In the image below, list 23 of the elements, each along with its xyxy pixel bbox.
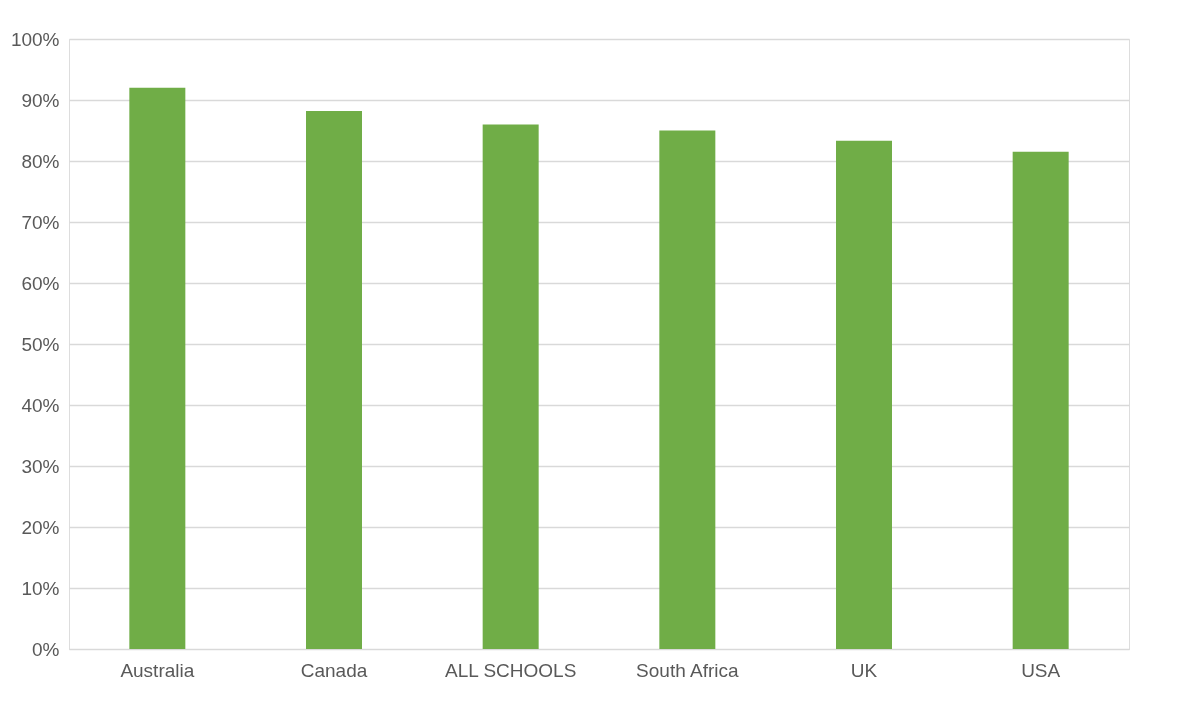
x-tick-label: USA — [1021, 659, 1061, 681]
y-tick-label: 80% — [21, 150, 60, 172]
y-tick-label: 10% — [21, 577, 60, 599]
bar — [1012, 151, 1069, 649]
y-tick-label: 30% — [21, 455, 60, 477]
y-tick-label: 50% — [21, 333, 60, 355]
x-tick-label: Canada — [300, 659, 368, 681]
y-tick-label: 60% — [21, 272, 60, 294]
bar — [482, 124, 539, 649]
bar — [659, 130, 716, 649]
x-tick-label: South Africa — [636, 659, 739, 681]
x-tick-label: ALL SCHOOLS — [445, 659, 577, 681]
y-tick-label: 90% — [21, 89, 60, 111]
bar — [836, 140, 892, 649]
y-tick-label: 20% — [21, 516, 60, 538]
x-tick-label: UK — [850, 659, 878, 681]
y-tick-label: 70% — [21, 211, 60, 233]
y-tick-label: 0% — [32, 638, 60, 660]
bar — [129, 87, 186, 649]
x-tick-label: Australia — [120, 659, 195, 681]
y-tick-label: 100% — [10, 28, 60, 50]
bar — [306, 110, 362, 649]
y-tick-label: 40% — [21, 394, 60, 416]
